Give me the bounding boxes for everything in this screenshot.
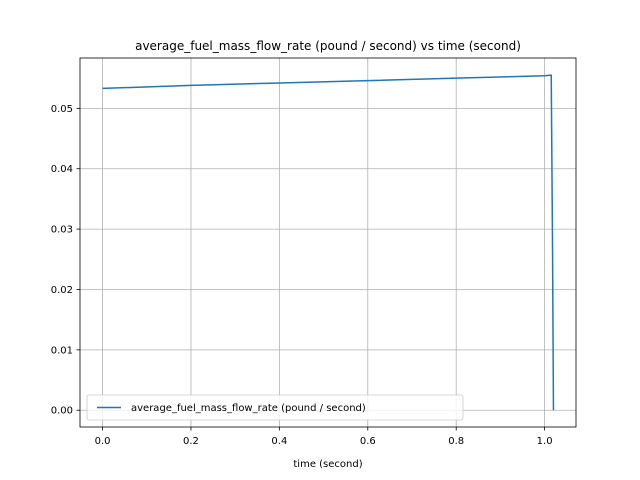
x-tick-label: 0.0 <box>95 436 111 447</box>
legend-box <box>86 394 464 421</box>
x-tick-label: 0.6 <box>360 436 376 447</box>
series-line <box>102 74 555 411</box>
plot-frame <box>79 57 577 428</box>
x-tick-label: 0.8 <box>448 436 464 447</box>
y-tick-label: 0.05 <box>51 104 73 115</box>
grid <box>80 58 576 427</box>
y-tick-label: 0.00 <box>51 406 73 417</box>
series-layer <box>102 74 555 411</box>
legend: average_fuel_mass_flow_rate (pound / sec… <box>86 394 464 421</box>
x-tick-label: 0.2 <box>183 436 199 447</box>
y-tick-label: 0.02 <box>51 285 73 296</box>
x-tick-label: 0.4 <box>271 436 287 447</box>
x-tick-label: 1.0 <box>537 436 553 447</box>
plot-area <box>80 58 576 427</box>
chart-title: average_fuel_mass_flow_rate (pound / sec… <box>135 39 521 53</box>
ticks: 0.0 0.2 0.4 0.6 0.8 1.0 0.00 0.01 0.02 0.03 0.04 0.… <box>51 104 553 447</box>
legend-label: average_fuel_mass_flow_rate (pound / sec… <box>131 403 366 414</box>
y-tick-label: 0.01 <box>51 345 73 356</box>
y-tick-label: 0.04 <box>51 164 73 175</box>
x-axis-label: time (second) <box>293 459 362 470</box>
y-tick-label: 0.03 <box>51 225 73 236</box>
